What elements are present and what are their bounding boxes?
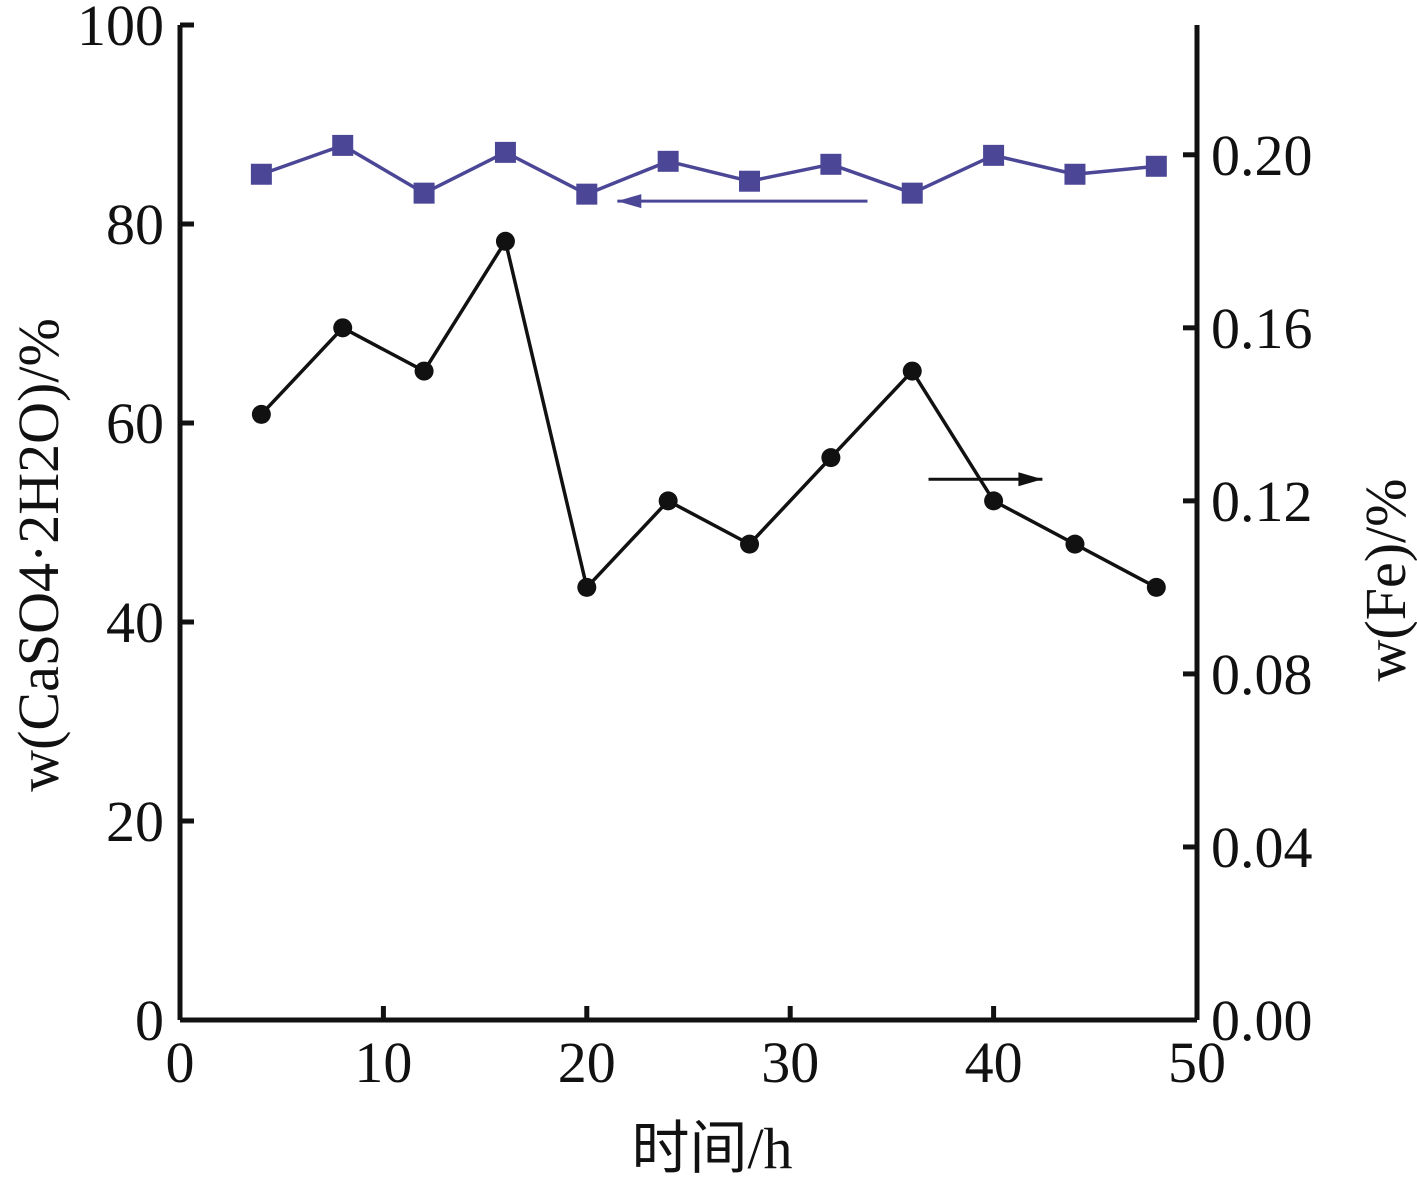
y-left-tick-label: 0 xyxy=(135,988,164,1053)
data-point xyxy=(658,491,678,511)
data-point xyxy=(251,404,271,424)
x-tick-label: 20 xyxy=(558,1030,616,1095)
data-point xyxy=(414,361,434,381)
series-layer xyxy=(250,134,1167,597)
x-tick-label: 10 xyxy=(354,1030,412,1095)
data-point xyxy=(657,150,679,172)
data-point xyxy=(333,318,353,338)
y-left-tick-label: 60 xyxy=(106,391,164,456)
data-point xyxy=(983,144,1005,166)
y-right-tick-label: 0.00 xyxy=(1211,988,1313,1053)
data-point xyxy=(495,231,515,251)
data-point xyxy=(1146,577,1166,597)
data-point xyxy=(901,182,923,204)
data-point xyxy=(739,170,761,192)
y-right-tick-label: 0.20 xyxy=(1211,123,1313,188)
y-right-tick-label: 0.08 xyxy=(1211,642,1313,707)
data-point xyxy=(494,141,516,163)
series-line xyxy=(260,143,1157,196)
series-caso4 xyxy=(250,134,1167,205)
y-left-tick-label: 80 xyxy=(106,192,164,257)
tick-labels: 0 10 20 30 40 50 0 20 40 60 80 100 0.00 0.04 0.08 0.12 0… xyxy=(77,0,1313,1095)
annotation-layer xyxy=(617,194,1043,487)
axis-indicator-arrow xyxy=(617,194,868,209)
axis-indicator-arrow xyxy=(928,472,1043,487)
axes xyxy=(177,25,1200,1023)
x-tick-label: 50 xyxy=(1168,1030,1226,1095)
x-tick-label: 0 xyxy=(166,1030,195,1095)
y-right-tick-label: 0.12 xyxy=(1211,469,1313,534)
data-point xyxy=(413,182,435,204)
y-left-axis-title: w(CaSO4·2H2O)/% xyxy=(6,318,71,792)
data-point xyxy=(1145,155,1167,177)
data-point xyxy=(577,577,597,597)
data-point xyxy=(332,134,354,156)
y-left-tick-label: 20 xyxy=(106,789,164,854)
data-point xyxy=(250,163,272,185)
x-tick-label: 40 xyxy=(965,1030,1023,1095)
data-point xyxy=(902,361,922,381)
data-point xyxy=(1065,534,1085,554)
y-left-tick-label: 100 xyxy=(77,0,164,58)
data-point xyxy=(820,153,842,175)
x-axis-title: 时间/h xyxy=(631,1116,792,1181)
data-point xyxy=(740,534,760,554)
ticks xyxy=(180,22,1197,1023)
data-point xyxy=(576,183,598,205)
data-point xyxy=(1064,163,1086,185)
y-right-tick-label: 0.16 xyxy=(1211,296,1313,361)
y-right-tick-label: 0.04 xyxy=(1211,815,1313,880)
y-left-tick-label: 40 xyxy=(106,590,164,655)
data-point xyxy=(984,491,1004,511)
x-tick-label: 30 xyxy=(761,1030,819,1095)
data-point xyxy=(821,448,841,468)
y-right-axis-title: w(Fe)/% xyxy=(1353,479,1417,682)
series-fe xyxy=(251,231,1166,597)
series-line xyxy=(260,239,1158,590)
